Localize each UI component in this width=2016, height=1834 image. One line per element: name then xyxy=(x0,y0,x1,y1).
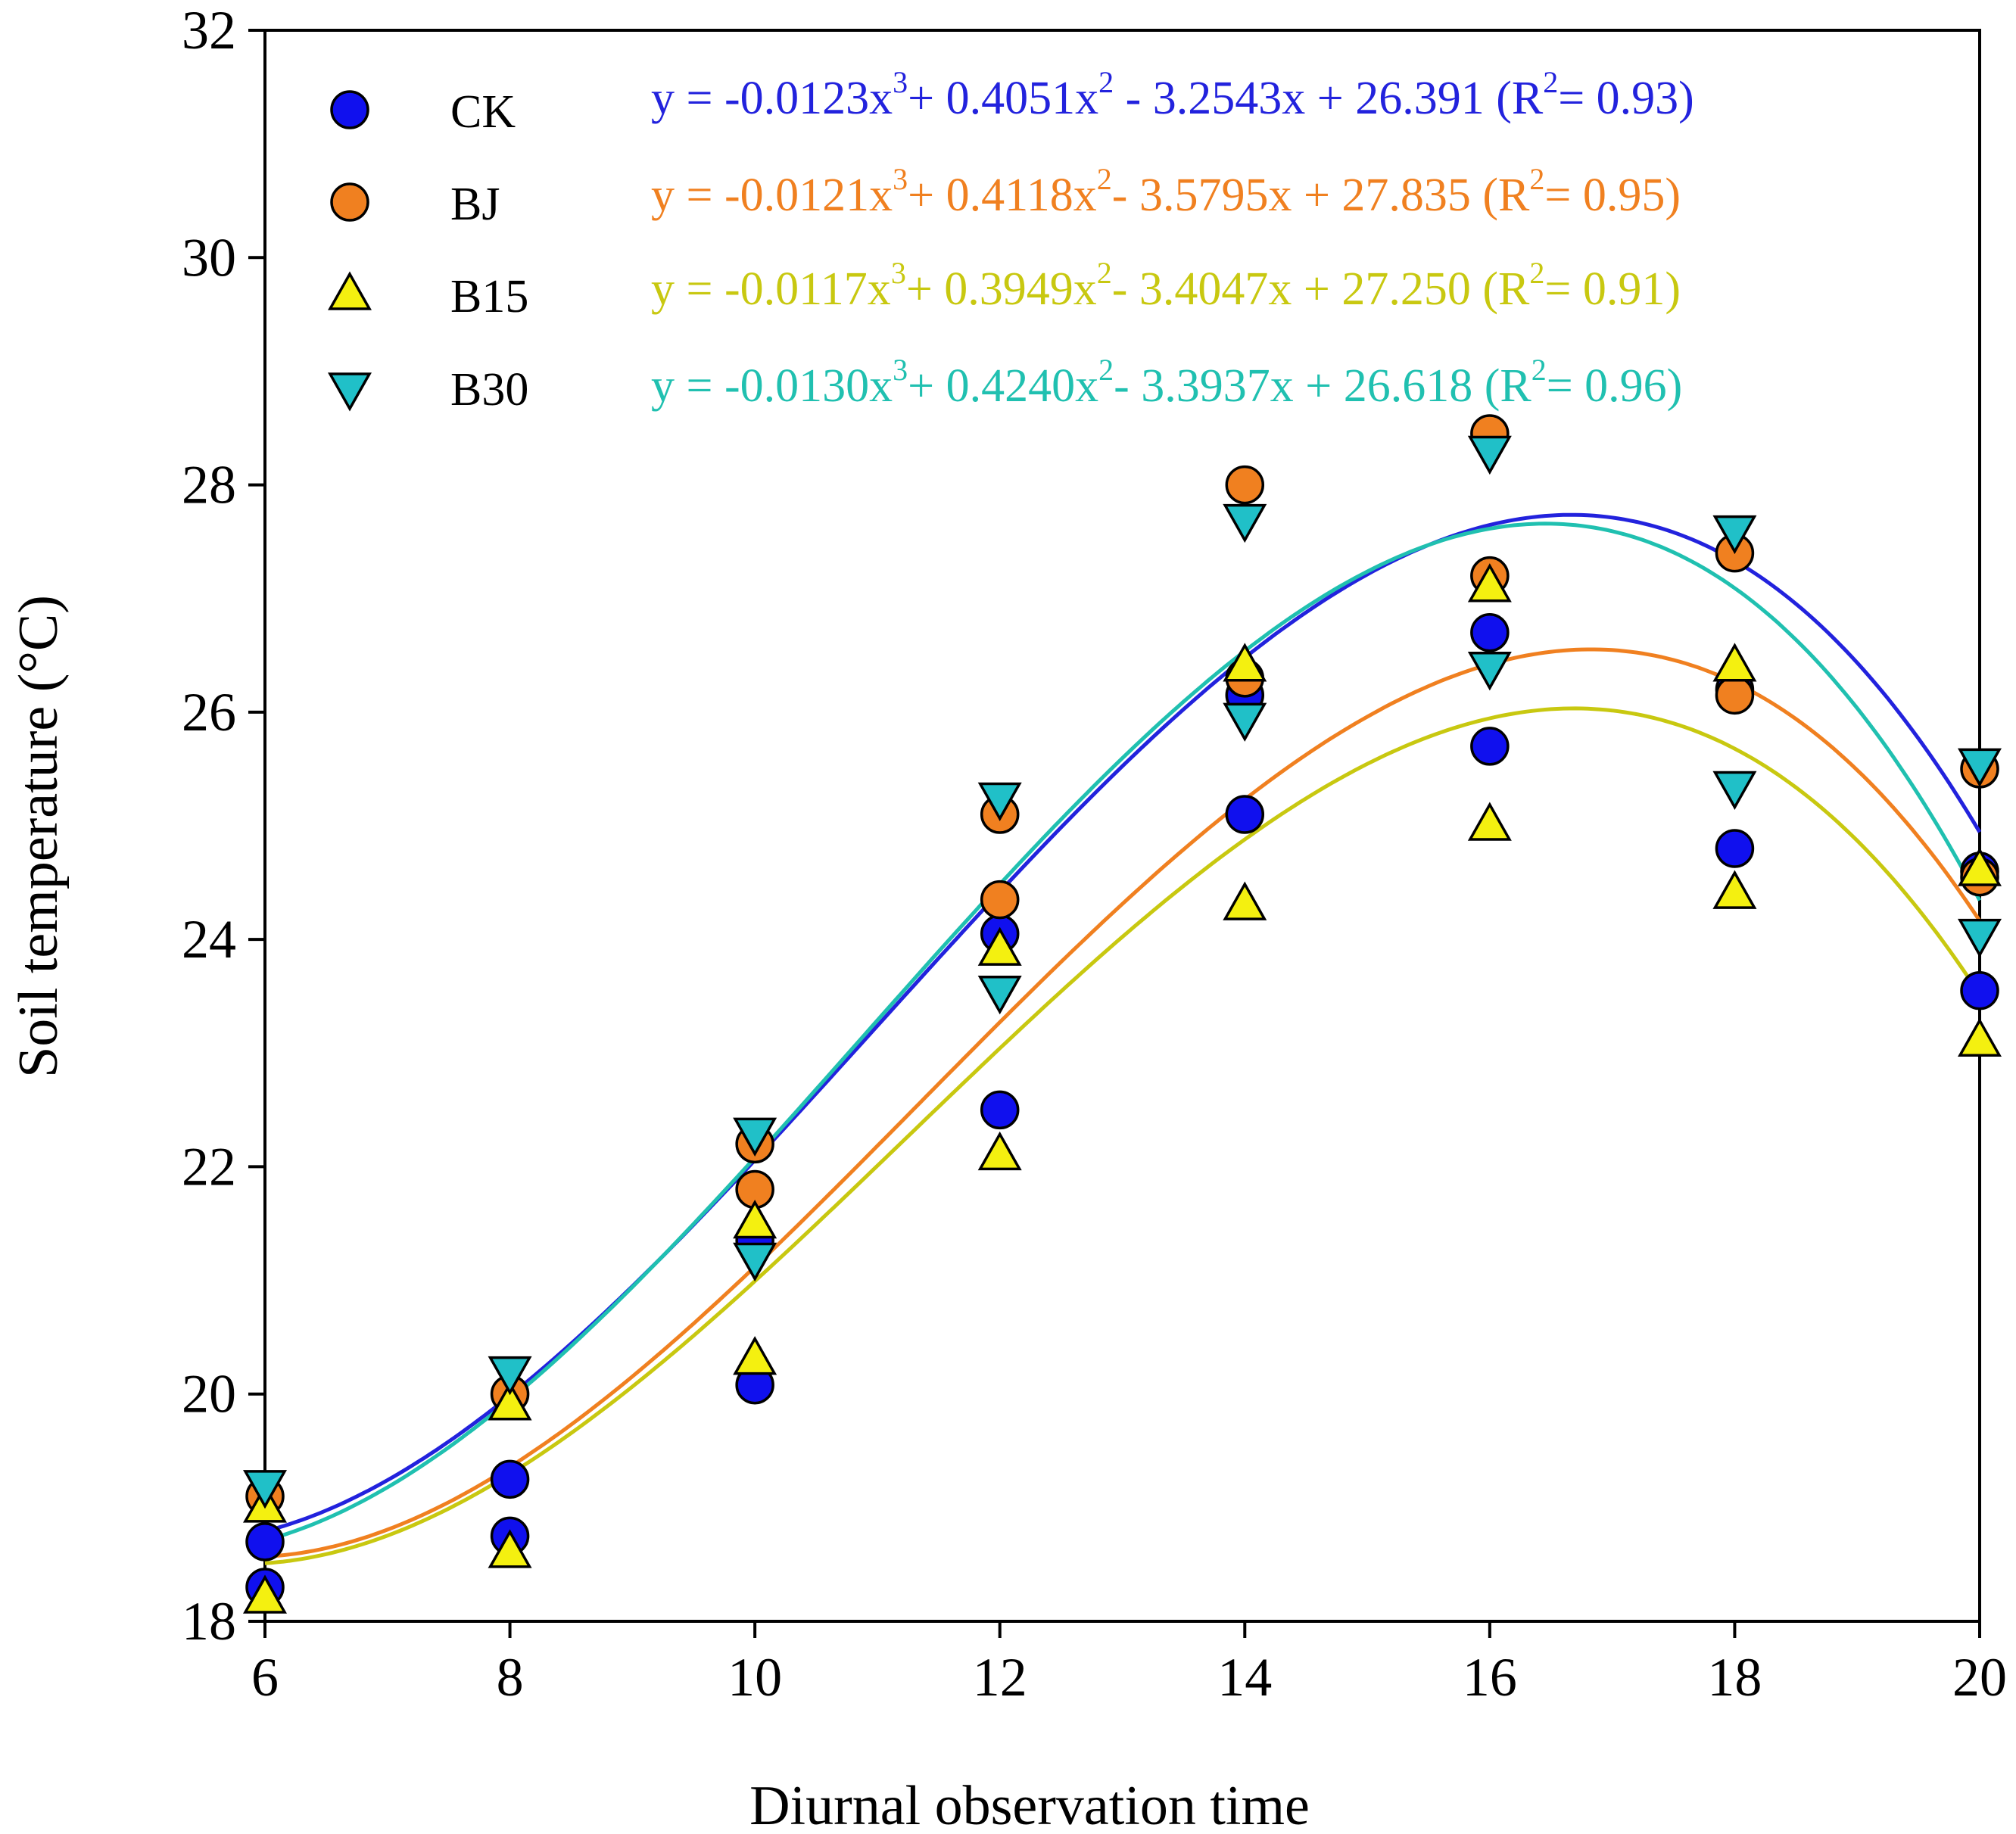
legend: CK BJ B15 B30 xyxy=(328,86,528,416)
point-b30-12 xyxy=(1958,918,2002,958)
point-b15-14 xyxy=(1958,1017,2002,1057)
point-b15-9 xyxy=(1223,643,1267,682)
legend-label-bj: BJ xyxy=(450,179,500,230)
point-b15-2 xyxy=(488,1529,532,1568)
point-b15-15 xyxy=(1958,847,2002,886)
data-markers xyxy=(243,414,2002,1614)
point-b15-11 xyxy=(1467,563,1512,603)
series-b15 xyxy=(243,563,2002,1614)
point-ck-11 xyxy=(1470,613,1510,652)
point-b15-12 xyxy=(1712,870,1757,909)
fit-line-bj xyxy=(264,647,1982,1558)
y-tick-label-24: 24 xyxy=(182,909,236,970)
y-tick-label-18: 18 xyxy=(182,1591,236,1652)
x-tick-label-18: 18 xyxy=(1707,1647,1762,1708)
legend-marker-bj xyxy=(330,182,369,222)
point-b15-4 xyxy=(733,1336,777,1375)
legend-label-b15: B15 xyxy=(450,271,528,322)
point-b30-2 xyxy=(733,1242,777,1282)
point-ck-3 xyxy=(490,1459,530,1499)
x-tick-label-6: 6 xyxy=(251,1647,279,1708)
point-b30-13 xyxy=(1958,748,2002,787)
plot-frame xyxy=(263,29,1981,1623)
equation-ck: y = -0.0123x3+ 0.4051x2 - 3.2543x + 26.3… xyxy=(651,65,1694,124)
x-tick-label-8: 8 xyxy=(497,1647,524,1708)
point-b30-1 xyxy=(488,1356,532,1396)
point-b15-8 xyxy=(1223,881,1267,920)
point-b30-3 xyxy=(733,1117,777,1157)
point-b15-7 xyxy=(977,926,1022,966)
x-tick-label-12: 12 xyxy=(973,1647,1027,1708)
point-b15-6 xyxy=(977,1131,1022,1171)
fit-line-b15 xyxy=(264,706,1982,1565)
point-b15-5 xyxy=(733,1199,777,1239)
point-b30-11 xyxy=(1712,515,1757,555)
x-tick-label-10: 10 xyxy=(728,1647,782,1708)
legend-label-ck: CK xyxy=(450,86,516,138)
point-bj-10 xyxy=(1715,675,1755,715)
x-axis-title: Diurnal observation time xyxy=(749,1775,1310,1834)
legend-symbol-b15 xyxy=(328,271,372,310)
legend-marker-b30 xyxy=(328,372,372,412)
point-ck-10 xyxy=(1470,727,1510,766)
equation-bj: y = -0.0121x3+ 0.4118x2- 3.5795x + 27.83… xyxy=(651,162,1681,221)
point-ck-14 xyxy=(1960,970,1999,1010)
legend-marker-b15 xyxy=(328,271,372,310)
point-b30-0 xyxy=(243,1470,287,1509)
point-bj-4 xyxy=(980,880,1020,920)
point-b30-6 xyxy=(1223,702,1267,742)
point-b15-13 xyxy=(1712,643,1757,682)
x-tick-label-16: 16 xyxy=(1463,1647,1517,1708)
point-b30-4 xyxy=(977,975,1022,1015)
y-tick-label-20: 20 xyxy=(182,1364,236,1425)
fit-lines xyxy=(264,512,1982,1565)
legend-symbol-ck xyxy=(330,90,369,129)
point-bj-7 xyxy=(1225,465,1265,505)
x-tick-label-20: 20 xyxy=(1952,1647,2007,1708)
x-tick-label-14: 14 xyxy=(1217,1647,1272,1708)
equation-b30: y = -0.0130x3+ 0.4240x2- 3.3937x + 26.61… xyxy=(651,353,1682,412)
legend-symbol-bj xyxy=(330,182,369,222)
point-b15-0 xyxy=(243,1574,287,1614)
series-b30 xyxy=(243,435,2002,1509)
legend-marker-ck xyxy=(330,90,369,129)
legend-symbol-b30 xyxy=(328,372,372,412)
plot-border xyxy=(263,29,1981,1623)
equation-b15: y = -0.0117x3+ 0.3949x2- 3.4047x + 27.25… xyxy=(651,256,1681,315)
y-tick-label-28: 28 xyxy=(182,455,236,515)
series-ck xyxy=(245,613,1999,1607)
point-b30-10 xyxy=(1712,771,1757,811)
legend-label-b30: B30 xyxy=(450,364,528,416)
series-bj xyxy=(245,414,1999,1516)
y-tick-label-30: 30 xyxy=(182,227,236,288)
y-tick-label-22: 22 xyxy=(182,1136,236,1197)
point-b30-7 xyxy=(1223,503,1267,543)
point-b15-3 xyxy=(488,1381,532,1421)
axis-ticks: 6 8 10 12 14 16 18 20 18 20 22 24 26 28 30 32 xyxy=(182,0,2007,1708)
point-b30-8 xyxy=(1467,652,1512,691)
y-tick-label-32: 32 xyxy=(182,0,236,61)
point-ck-6 xyxy=(980,1090,1020,1130)
point-ck-8 xyxy=(1225,795,1265,834)
fit-line-b30 xyxy=(264,522,1982,1543)
point-ck-12 xyxy=(1715,829,1755,868)
point-ck-1 xyxy=(245,1522,285,1562)
fit-line-ck xyxy=(264,512,1982,1534)
y-tick-label-26: 26 xyxy=(182,682,236,743)
point-b15-10 xyxy=(1467,802,1512,841)
y-axis-title: Soil temperature (°C) xyxy=(8,595,70,1078)
point-b30-9 xyxy=(1467,435,1512,475)
point-b30-5 xyxy=(977,782,1022,822)
